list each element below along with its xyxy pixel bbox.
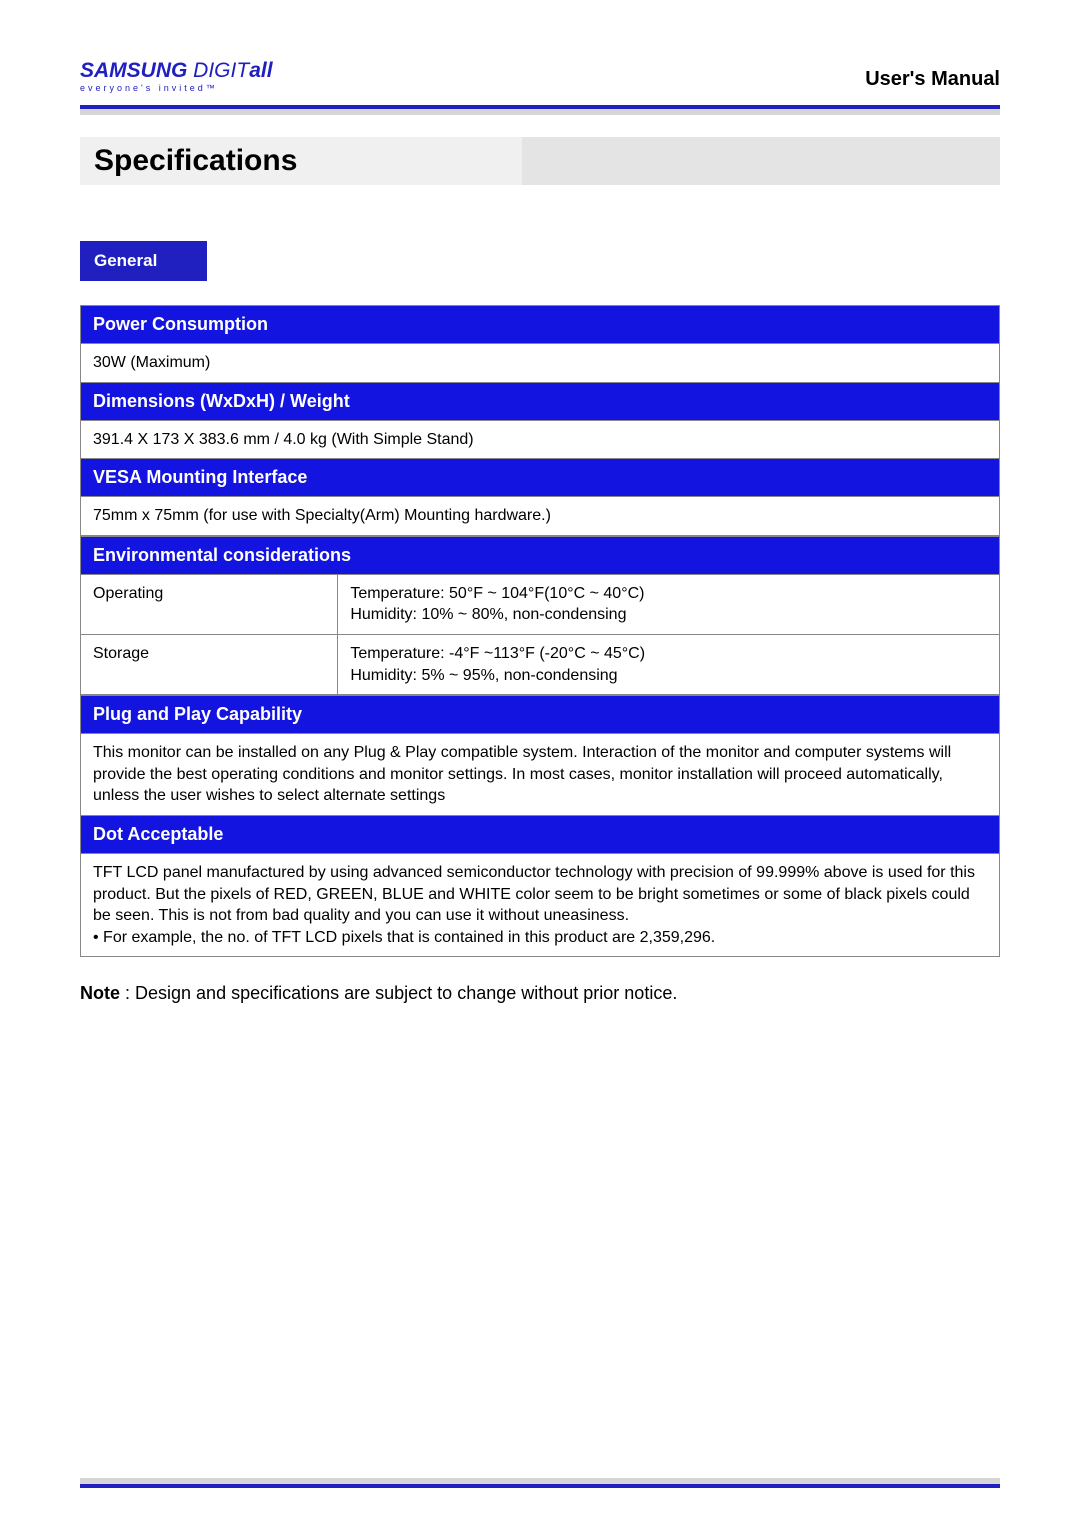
logo-text-b: DIGIT <box>187 59 249 82</box>
note-label: Note <box>80 983 120 1003</box>
page-title: Specifications <box>80 137 522 185</box>
section-tab-general: General <box>80 241 207 281</box>
note-sep: : <box>120 983 135 1003</box>
footer <box>80 1478 1000 1488</box>
logo-text-a: SAMSUNG <box>80 59 187 82</box>
brand-logo: SAMSUNG DIGITall everyone's invited™ <box>80 60 273 93</box>
page-title-bar: Specifications <box>80 137 1000 185</box>
footer-rule <box>80 1484 1000 1488</box>
logo-text-c: all <box>249 59 272 82</box>
spec-table-pnp-dot: Plug and Play Capability This monitor ca… <box>80 695 1000 957</box>
page: SAMSUNG DIGITall everyone's invited™ Use… <box>0 0 1080 1528</box>
header-grey-band <box>80 109 1000 115</box>
env-storage-value: Temperature: -4°F ~113°F (-20°C ~ 45°C) … <box>338 634 1000 694</box>
spec-header-dot: Dot Acceptable <box>81 815 1000 853</box>
note-text: Design and specifications are subject to… <box>135 983 677 1003</box>
header: SAMSUNG DIGITall everyone's invited™ Use… <box>80 60 1000 99</box>
spec-value-vesa: 75mm x 75mm (for use with Specialty(Arm)… <box>81 497 1000 536</box>
spec-header-pnp: Plug and Play Capability <box>81 696 1000 734</box>
spec-value-dimensions: 391.4 X 173 X 383.6 mm / 4.0 kg (With Si… <box>81 420 1000 459</box>
spec-header-vesa: VESA Mounting Interface <box>81 459 1000 497</box>
spec-table-env: Environmental considerations Operating T… <box>80 536 1000 695</box>
logo-main: SAMSUNG DIGITall <box>80 60 273 81</box>
env-operating-label: Operating <box>81 574 338 634</box>
spec-value-pnp: This monitor can be installed on any Plu… <box>81 734 1000 816</box>
spec-value-power: 30W (Maximum) <box>81 344 1000 383</box>
logo-tagline: everyone's invited™ <box>80 83 273 93</box>
spec-table-power: Power Consumption 30W (Maximum) Dimensio… <box>80 305 1000 536</box>
env-storage-label: Storage <box>81 634 338 694</box>
env-operating-value: Temperature: 50°F ~ 104°F(10°C ~ 40°C) H… <box>338 574 1000 634</box>
spec-header-dimensions: Dimensions (WxDxH) / Weight <box>81 382 1000 420</box>
spec-header-power: Power Consumption <box>81 306 1000 344</box>
note-row: Note : Design and specifications are sub… <box>80 983 1000 1004</box>
spec-header-env: Environmental considerations <box>81 536 1000 574</box>
manual-title: User's Manual <box>865 68 1000 93</box>
spec-value-dot: TFT LCD panel manufactured by using adva… <box>81 853 1000 956</box>
